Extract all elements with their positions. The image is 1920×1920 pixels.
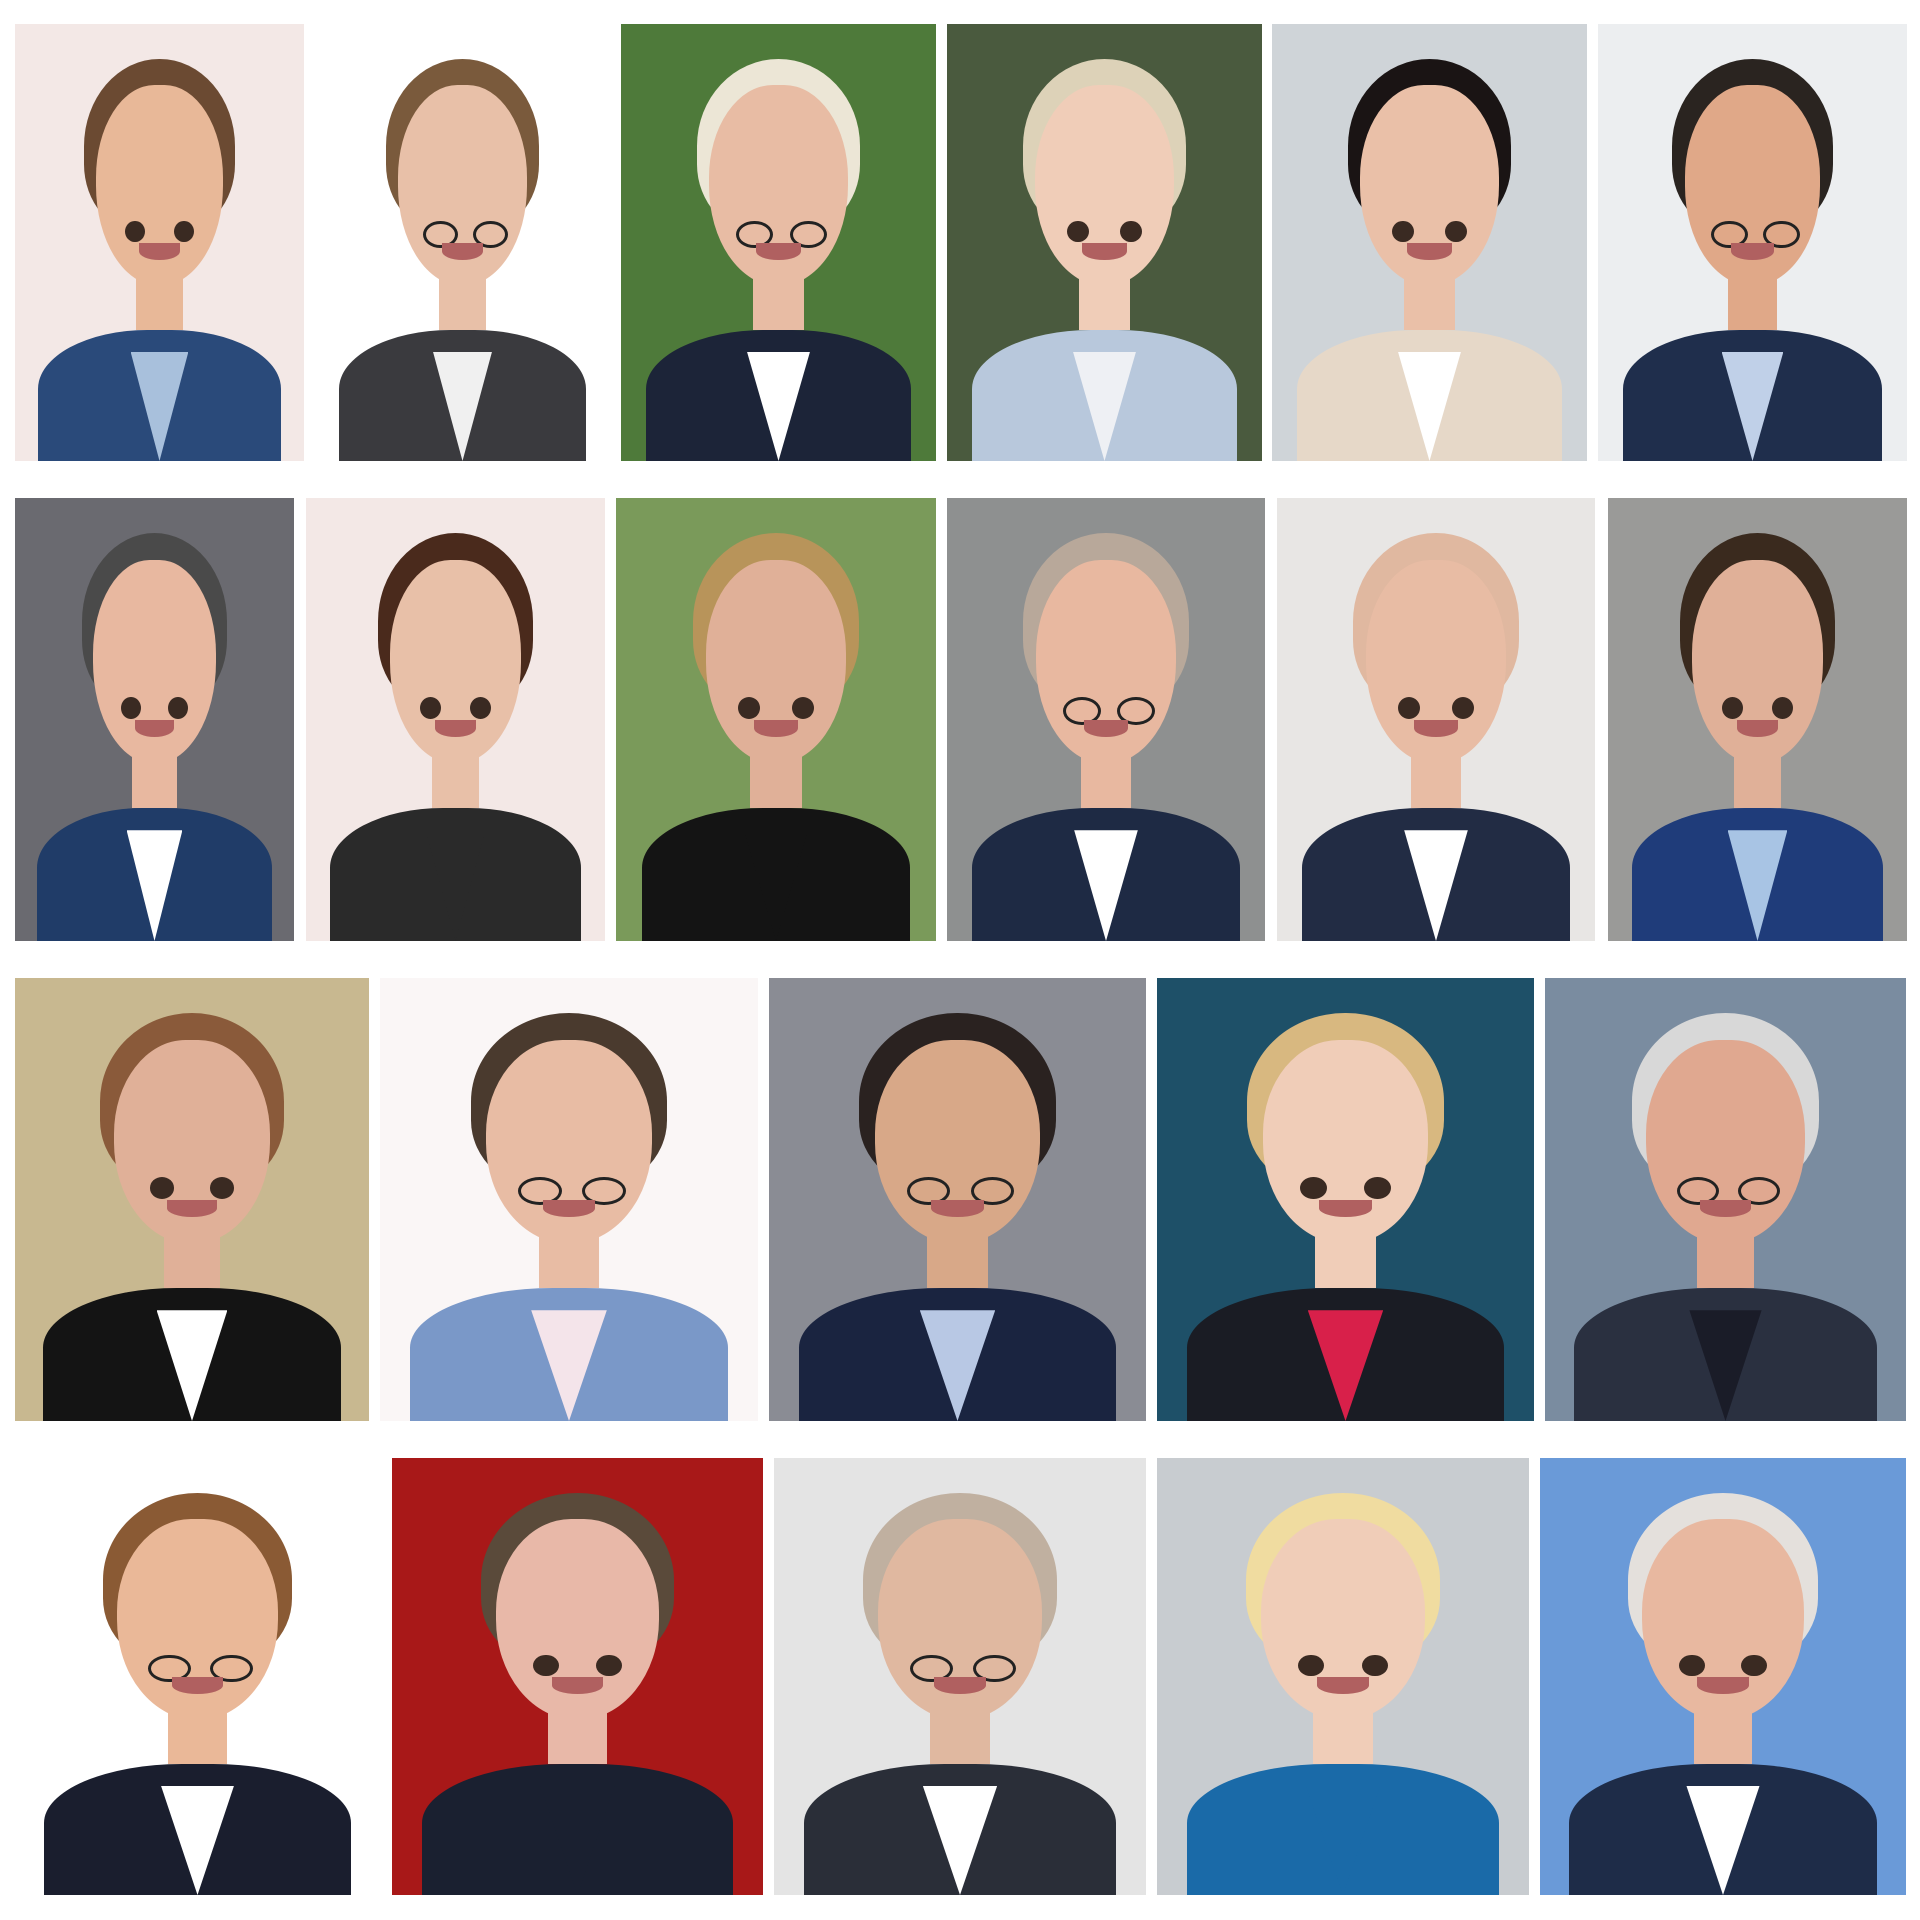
eye (472, 220, 509, 249)
eye (1364, 1177, 1391, 1200)
eye (1679, 1654, 1705, 1677)
mouth (1316, 1676, 1370, 1694)
mouth (167, 1199, 217, 1218)
eye (1117, 697, 1155, 726)
eye (906, 1177, 951, 1206)
portrait-photo (15, 978, 369, 1421)
eye (1710, 220, 1748, 249)
mouth (1082, 242, 1127, 260)
mouth (171, 1676, 224, 1694)
portrait-photo (1157, 1458, 1529, 1895)
mouth (134, 719, 175, 738)
eye (909, 1654, 953, 1683)
eye (792, 697, 815, 720)
portrait-photo (15, 1458, 380, 1895)
eye (124, 220, 146, 243)
mouth (1700, 1199, 1751, 1218)
eye (173, 220, 195, 243)
eye (582, 1177, 627, 1206)
eye (1741, 1654, 1767, 1677)
eye (1445, 220, 1468, 243)
eye (1763, 220, 1801, 249)
mouth (139, 242, 180, 260)
eye (209, 1177, 235, 1200)
portrait-photo (15, 24, 304, 461)
eye (210, 1654, 253, 1683)
eye (737, 697, 760, 720)
eye (1066, 220, 1089, 243)
portrait-photo (947, 498, 1265, 941)
portrait-photo (774, 1458, 1146, 1895)
eye (517, 1177, 562, 1206)
mouth (1319, 1199, 1372, 1218)
mouth (542, 1199, 596, 1218)
eye (970, 1177, 1015, 1206)
portrait-photo (380, 978, 758, 1421)
portrait-photo (315, 24, 610, 461)
portrait-photo (947, 24, 1262, 461)
portrait-photo (621, 24, 936, 461)
eye (1738, 1177, 1781, 1206)
mouth (1413, 719, 1459, 738)
eye (149, 1177, 175, 1200)
mouth (1407, 242, 1452, 260)
eye (1676, 1177, 1719, 1206)
eye (1451, 697, 1475, 720)
mouth (756, 242, 801, 260)
eye (121, 697, 141, 720)
mouth (753, 719, 799, 738)
eye (1298, 1654, 1325, 1677)
eye (1772, 697, 1794, 720)
mouth (933, 1676, 987, 1694)
portrait-photo (392, 1458, 763, 1895)
mouth (1697, 1676, 1749, 1694)
eye (532, 1654, 559, 1677)
mouth (434, 719, 477, 738)
eye (789, 220, 828, 249)
portrait-photo (1277, 498, 1595, 941)
portrait-photo (1545, 978, 1906, 1421)
portrait-photo (616, 498, 936, 941)
portrait-photo (1157, 978, 1534, 1421)
eye (1300, 1177, 1327, 1200)
mouth (1730, 242, 1775, 260)
eye (419, 697, 441, 720)
eye (1397, 697, 1421, 720)
portrait-photo (1608, 498, 1907, 941)
eye (1063, 697, 1101, 726)
eye (735, 220, 774, 249)
eye (168, 697, 188, 720)
portrait-photo (769, 978, 1146, 1421)
eye (1721, 697, 1743, 720)
portrait-photo (1598, 24, 1907, 461)
mouth (1083, 719, 1129, 738)
eye (470, 697, 492, 720)
portrait-photo (1272, 24, 1587, 461)
eye (973, 1654, 1017, 1683)
eye (1120, 220, 1143, 243)
portrait-photo (15, 498, 294, 941)
eye (1391, 220, 1414, 243)
portrait-photo (306, 498, 605, 941)
mouth (1736, 719, 1779, 738)
portrait-photo (1540, 1458, 1906, 1895)
eye (596, 1654, 623, 1677)
eye (1361, 1654, 1388, 1677)
mouth (551, 1676, 604, 1694)
eye (422, 220, 459, 249)
mouth (441, 242, 484, 260)
mouth (931, 1199, 984, 1218)
eye (148, 1654, 191, 1683)
